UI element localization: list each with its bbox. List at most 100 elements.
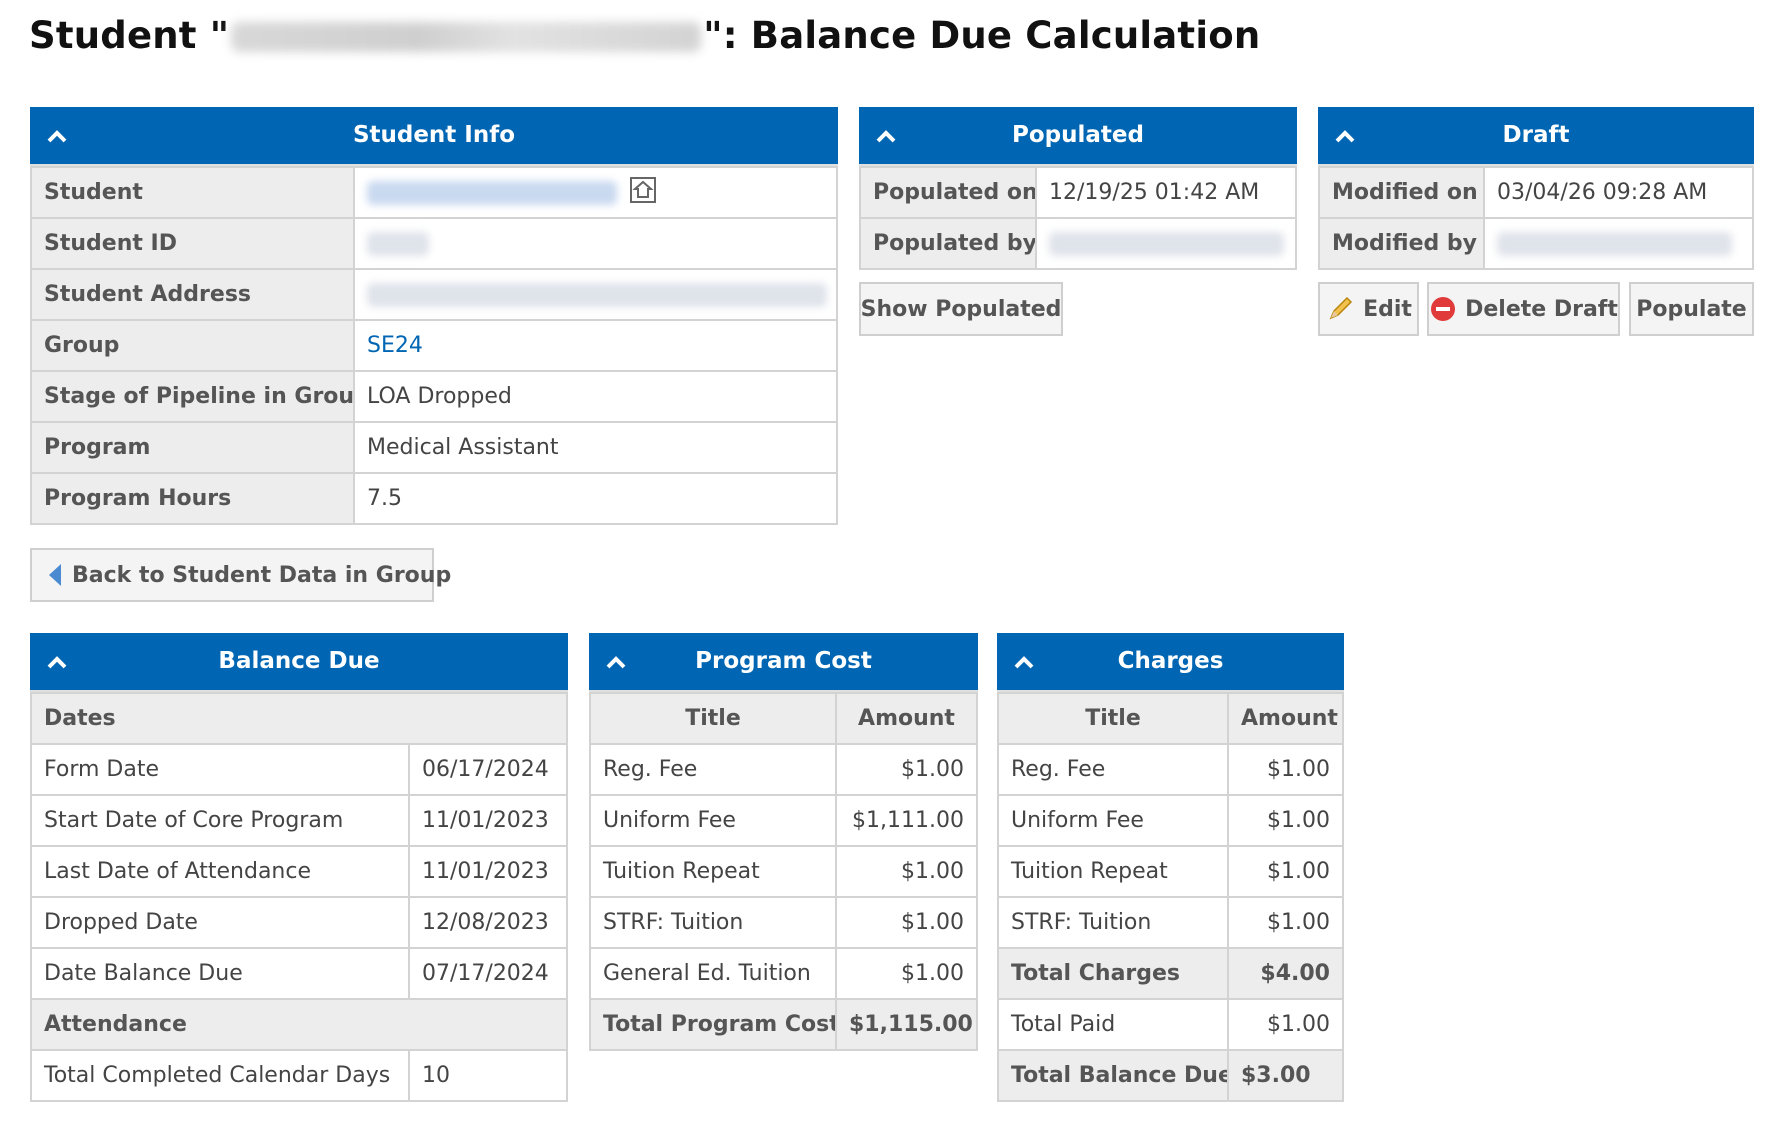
total-charges-label: Total Charges: [997, 947, 1229, 1000]
draft-panel: Draft Modified on 03/04/26 09:28 AM Modi…: [1318, 107, 1754, 270]
date-balance-due-label: Date Balance Due: [30, 947, 410, 1000]
group-label: Group: [30, 319, 355, 372]
populated-on-value: 12/19/25 01:42 AM: [1035, 166, 1297, 219]
student-address-label: Student Address: [30, 268, 355, 321]
draft-table: Modified on 03/04/26 09:28 AM Modified b…: [1318, 166, 1754, 270]
calendar-days-label: Total Completed Calendar Days: [30, 1049, 410, 1102]
collapse-chevron-up-icon[interactable]: [1011, 633, 1037, 690]
charges-amount-column: Amount: [1227, 692, 1344, 745]
collapse-chevron-up-icon[interactable]: [603, 633, 629, 690]
table-row: Last Date of Attendance 11/01/2023: [30, 845, 568, 898]
program-hours-label: Program Hours: [30, 472, 355, 525]
balance-due-title: Balance Due: [218, 648, 380, 674]
draft-title: Draft: [1502, 122, 1570, 148]
table-row: Dropped Date 12/08/2023: [30, 896, 568, 949]
charge-amount: $1.00: [1227, 794, 1344, 847]
charges-panel: Charges Title Amount Reg. Fee $1.00 Unifo…: [997, 633, 1344, 1102]
total-paid-row: Total Paid $1.00: [997, 998, 1344, 1051]
start-date-value: 11/01/2023: [408, 794, 568, 847]
form-date-label: Form Date: [30, 743, 410, 796]
program-cost-header: Program Cost: [589, 633, 978, 692]
table-row: Date Balance Due 07/17/2024: [30, 947, 568, 1000]
modified-on-row: Modified on 03/04/26 09:28 AM: [1318, 166, 1754, 219]
student-label: Student: [30, 166, 355, 219]
charges-title: Charges: [1117, 648, 1224, 674]
program-cost-column-headers: Title Amount: [589, 692, 978, 745]
show-populated-label: Show Populated: [860, 296, 1062, 322]
table-row: Reg. Fee $1.00: [997, 743, 1344, 796]
total-balance-due-amount: $3.00: [1227, 1049, 1344, 1102]
program-label: Program: [30, 421, 355, 474]
populated-by-row: Populated by: [859, 217, 1297, 270]
populate-button[interactable]: Populate: [1629, 282, 1754, 336]
balance-due-panel: Balance Due Dates Form Date 06/17/2024 St…: [30, 633, 568, 1102]
charge-title: Uniform Fee: [997, 794, 1229, 847]
collapse-chevron-up-icon[interactable]: [873, 107, 899, 164]
collapse-chevron-up-icon[interactable]: [1332, 107, 1358, 164]
dropped-date-label: Dropped Date: [30, 896, 410, 949]
home-icon[interactable]: [630, 176, 656, 209]
cost-title: STRF: Tuition: [589, 896, 837, 949]
redacted-student-link[interactable]: [367, 180, 617, 205]
balance-due-header: Balance Due: [30, 633, 568, 692]
show-populated-button[interactable]: Show Populated: [859, 282, 1063, 336]
redacted-modified-by: [1497, 232, 1732, 256]
back-button-label: Back to Student Data in Group: [72, 562, 452, 588]
table-row: Form Date 06/17/2024: [30, 743, 568, 796]
cost-title: Tuition Repeat: [589, 845, 837, 898]
program-cost-title: Program Cost: [695, 648, 872, 674]
group-link[interactable]: SE24: [367, 333, 423, 358]
table-row: Start Date of Core Program 11/01/2023: [30, 794, 568, 847]
student-address-value: [353, 268, 838, 321]
program-cost-table: Title Amount Reg. Fee $1.00 Uniform Fee $1…: [589, 692, 978, 1051]
populated-on-label: Populated on: [859, 166, 1037, 219]
charges-table: Title Amount Reg. Fee $1.00 Uniform Fee $1…: [997, 692, 1344, 1102]
charge-amount: $1.00: [1227, 896, 1344, 949]
program-hours-row: Program Hours 7.5: [30, 472, 838, 525]
populated-title: Populated: [1012, 122, 1144, 148]
student-info-panel: Student Info Student Student ID Student …: [30, 107, 838, 525]
total-program-cost-row: Total Program Cost $1,115.00: [589, 998, 978, 1051]
student-id-value: [353, 217, 838, 270]
table-row: General Ed. Tuition $1.00: [589, 947, 978, 1000]
program-cost-panel: Program Cost Title Amount Reg. Fee $1.00 …: [589, 633, 978, 1051]
populated-header: Populated: [859, 107, 1297, 166]
start-date-label: Start Date of Core Program: [30, 794, 410, 847]
program-row: Program Medical Assistant: [30, 421, 838, 474]
stage-value: LOA Dropped: [353, 370, 838, 423]
program-cost-amount-column: Amount: [835, 692, 978, 745]
edit-button[interactable]: Edit: [1318, 282, 1419, 336]
student-info-table: Student Student ID Student Address Group…: [30, 166, 838, 525]
total-balance-due-label: Total Balance Due: [997, 1049, 1229, 1102]
charge-title: STRF: Tuition: [997, 896, 1229, 949]
charges-header: Charges: [997, 633, 1344, 692]
student-id-row: Student ID: [30, 217, 838, 270]
page-title-prefix: Student ": [29, 14, 230, 57]
student-info-header: Student Info: [30, 107, 838, 166]
dates-section-row: Dates: [30, 692, 568, 745]
redacted-student-address: [367, 283, 827, 307]
modified-by-label: Modified by: [1318, 217, 1485, 270]
cost-title: General Ed. Tuition: [589, 947, 837, 1000]
student-row: Student: [30, 166, 838, 219]
populated-panel: Populated Populated on 12/19/25 01:42 AM…: [859, 107, 1297, 270]
table-row: Total Completed Calendar Days 10: [30, 1049, 568, 1102]
charges-title-column: Title: [997, 692, 1229, 745]
dates-section-heading: Dates: [30, 692, 568, 745]
table-row: Uniform Fee $1.00: [997, 794, 1344, 847]
total-program-cost-label: Total Program Cost: [589, 998, 837, 1051]
redacted-populated-by: [1049, 232, 1284, 256]
total-charges-amount: $4.00: [1227, 947, 1344, 1000]
modified-by-value: [1483, 217, 1754, 270]
collapse-chevron-up-icon[interactable]: [44, 107, 70, 164]
collapse-chevron-up-icon[interactable]: [44, 633, 70, 690]
total-program-cost-amount: $1,115.00: [835, 998, 978, 1051]
last-attendance-label: Last Date of Attendance: [30, 845, 410, 898]
attendance-section-heading: Attendance: [30, 998, 568, 1051]
balance-due-table: Dates Form Date 06/17/2024 Start Date of …: [30, 692, 568, 1102]
table-row: Uniform Fee $1,111.00: [589, 794, 978, 847]
total-charges-row: Total Charges $4.00: [997, 947, 1344, 1000]
delete-draft-button[interactable]: Delete Draft: [1427, 282, 1620, 336]
back-to-student-data-button[interactable]: Back to Student Data in Group: [30, 548, 451, 602]
calendar-days-value: 10: [408, 1049, 568, 1102]
